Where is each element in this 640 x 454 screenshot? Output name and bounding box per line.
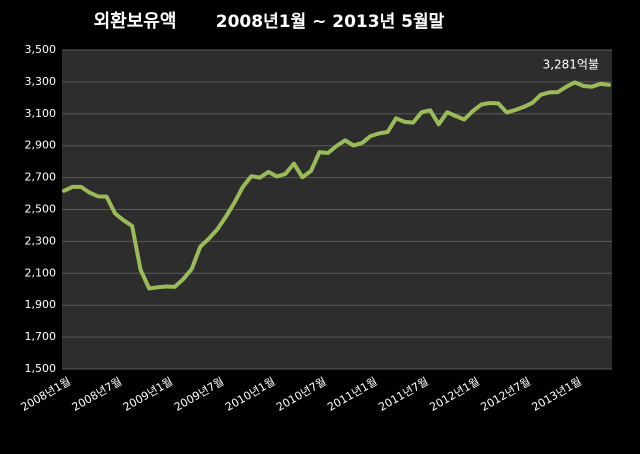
y-tick-label: 1,900 — [25, 298, 57, 311]
data-line — [62, 80, 611, 291]
y-tick-label: 2,500 — [25, 203, 57, 216]
y-tick-label: 2,700 — [25, 171, 57, 184]
y-tick-label: 3,100 — [25, 107, 57, 120]
chart-title: 외환보유액 — [94, 10, 177, 32]
data-label: 3,281억불 — [543, 57, 599, 71]
y-tick-label: 2,100 — [25, 266, 57, 279]
y-tick-label: 3,300 — [25, 75, 57, 88]
y-tick-label: 1,700 — [25, 330, 57, 343]
chart-subtitle: 2008년1월 ~ 2013년 5월말 — [216, 11, 445, 32]
y-tick-label: 1,500 — [25, 362, 57, 375]
y-tick-label: 2,900 — [25, 139, 57, 152]
y-tick-label: 3,500 — [25, 43, 57, 56]
y-tick-label: 2,300 — [25, 234, 57, 247]
